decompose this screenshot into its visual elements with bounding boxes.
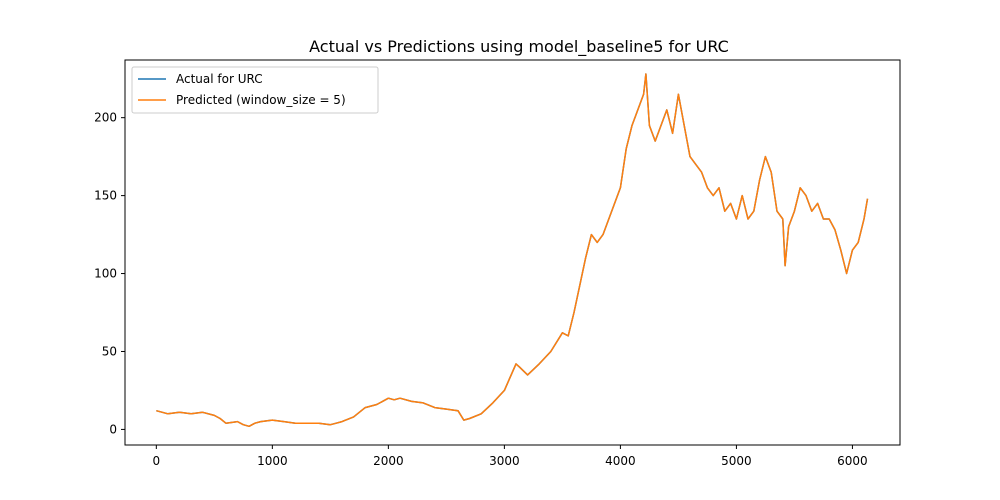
y-tick-label: 100: [94, 267, 117, 281]
x-tick-label: 2000: [373, 454, 404, 468]
chart-title: Actual vs Predictions using model_baseli…: [309, 37, 729, 57]
y-axis: 0 50 100 150 200: [94, 111, 125, 436]
axes-frame: [124, 59, 901, 446]
legend-label-actual: Actual for URC: [176, 72, 263, 86]
plot-area: [156, 73, 869, 428]
x-tick-label: 6000: [837, 454, 868, 468]
x-tick-label: 4000: [605, 454, 636, 468]
y-tick-label: 50: [102, 344, 117, 358]
y-tick-label: 0: [109, 422, 117, 436]
x-axis: 0 1000 2000 3000 4000 5000 6000: [153, 445, 868, 468]
x-tick-label: 1000: [257, 454, 288, 468]
y-tick-label: 150: [94, 189, 117, 203]
x-tick-label: 3000: [489, 454, 520, 468]
x-tick-label: 5000: [721, 454, 752, 468]
legend-label-predicted: Predicted (window_size = 5): [176, 93, 346, 107]
series-line-predicted: [156, 73, 869, 428]
legend: Actual for URC Predicted (window_size = 5…: [131, 66, 379, 114]
legend-box: [131, 66, 379, 114]
y-tick-label: 200: [94, 111, 117, 125]
x-tick-label: 0: [153, 454, 161, 468]
